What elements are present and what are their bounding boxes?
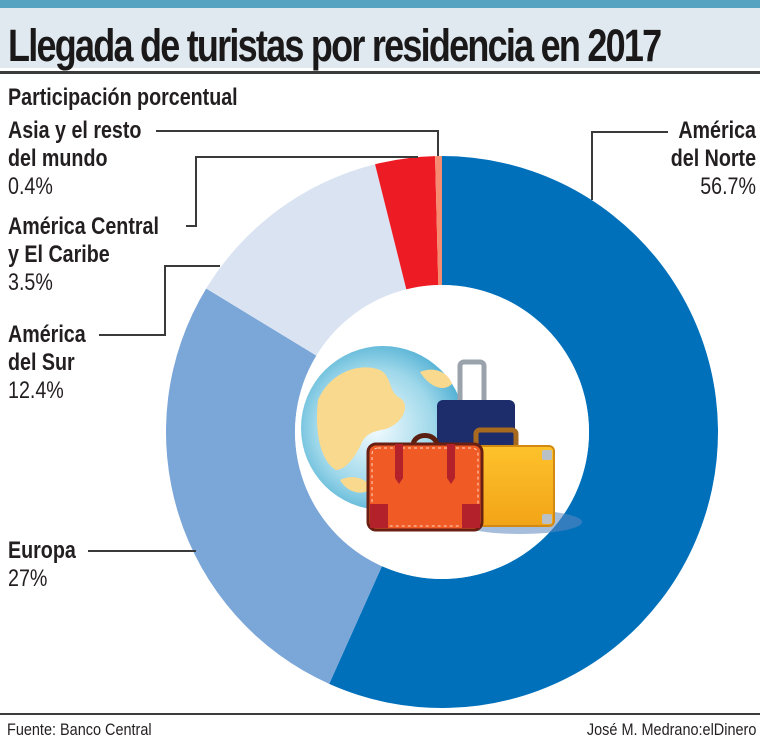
label-sur: América del Sur 12.4%: [8, 321, 103, 405]
orange-suitcase-icon: [366, 433, 484, 532]
label-sur-value: 12.4%: [8, 377, 64, 404]
credit-note: José M. Medrano:elDinero: [586, 720, 756, 739]
donut-slice-am-rica-del-norte: [329, 156, 719, 709]
globe-luggage-illustration: [301, 346, 582, 534]
leader-lines: [88, 130, 668, 552]
header-band: Llegada de turistas por residencia en 20…: [0, 8, 760, 71]
donut-slice-europa: [165, 288, 382, 684]
top-accent-bar: [0, 0, 760, 8]
label-sur-name-line2: del Sur: [8, 349, 75, 376]
label-europa: Europa 27%: [8, 537, 91, 593]
label-asia: Asia y el resto del mundo 0.4%: [8, 117, 171, 201]
label-norte: América del Norte 56.7%: [652, 117, 756, 201]
footer-divider: [0, 713, 760, 715]
label-asia-name-line2: del mundo: [8, 145, 108, 172]
label-central-name-line1: América Central: [8, 213, 159, 240]
donut-slice-asia-y-el-resto-del-mundo: [435, 156, 442, 286]
donut-slice-am-rica-central-y-el-caribe: [375, 156, 439, 290]
leader-line-sur: [99, 265, 220, 336]
navy-suitcase-icon: [437, 359, 515, 452]
page-title: Llegada de turistas por residencia en 20…: [8, 20, 662, 71]
label-europa-name: Europa: [8, 537, 76, 564]
label-norte-name-line1: América: [678, 117, 756, 144]
label-norte-value: 56.7%: [700, 173, 756, 200]
label-central-name-line2: y El Caribe: [8, 241, 110, 268]
leader-line-norte: [591, 131, 668, 200]
label-norte-name-line2: del Norte: [670, 145, 756, 172]
source-note: Fuente: Banco Central: [7, 720, 152, 739]
header-divider: [0, 71, 760, 74]
yellow-suitcase-icon: [473, 427, 555, 527]
label-europa-value: 27%: [8, 565, 48, 592]
leader-line-asia: [156, 130, 439, 156]
label-central-value: 3.5%: [8, 269, 53, 296]
leader-line-central: [186, 156, 418, 227]
label-central: América Central y El Caribe 3.5%: [8, 213, 192, 297]
donut-slice-am-rica-del-sur: [206, 164, 407, 356]
label-sur-name-line1: América: [8, 321, 86, 348]
chart-subtitle: Participación porcentual: [8, 84, 238, 111]
label-asia-value: 0.4%: [8, 173, 53, 200]
label-asia-name-line1: Asia y el resto: [8, 117, 142, 144]
